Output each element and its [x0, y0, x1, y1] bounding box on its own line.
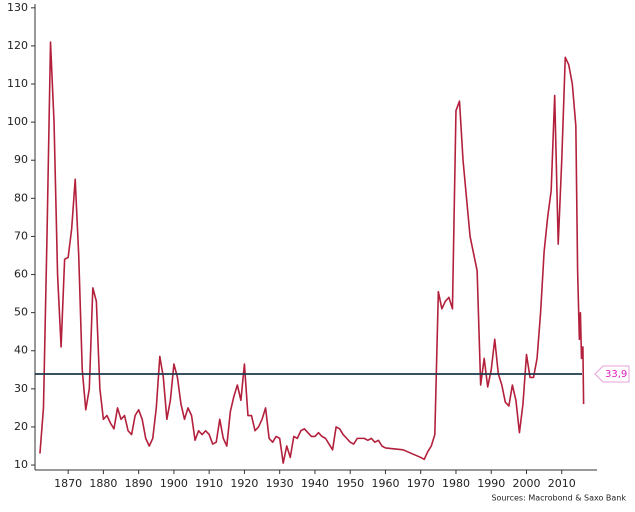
reference-label: 33,9 [605, 369, 627, 380]
x-tick-label: 1900 [160, 477, 188, 490]
y-tick-label: 30 [14, 382, 28, 395]
x-tick-label: 1870 [54, 477, 82, 490]
y-tick-label: 100 [7, 115, 28, 128]
y-tick-label: 120 [7, 39, 28, 52]
x-tick-label: 1990 [477, 477, 505, 490]
y-tick-label: 20 [14, 420, 28, 433]
y-tick-label: 10 [14, 458, 28, 471]
y-tick-label: 130 [7, 1, 28, 14]
y-tick-label: 50 [14, 306, 28, 319]
reference-label-box [594, 365, 630, 383]
x-tick-label: 1930 [266, 477, 294, 490]
x-tick-label: 1920 [230, 477, 258, 490]
y-tick-label: 40 [14, 344, 28, 357]
x-tick-label: 1950 [336, 477, 364, 490]
x-tick-label: 1940 [301, 477, 329, 490]
y-tick-label: 70 [14, 229, 28, 242]
x-tick-label: 2010 [548, 477, 576, 490]
x-tick-label: 2000 [512, 477, 540, 490]
x-tick-label: 1910 [195, 477, 223, 490]
x-tick-label: 1970 [407, 477, 435, 490]
y-tick-label: 80 [14, 191, 28, 204]
x-tick-label: 1880 [89, 477, 117, 490]
x-tick-label: 1960 [371, 477, 399, 490]
data-line [39, 41, 585, 464]
y-tick-label: 110 [7, 77, 28, 90]
x-tick-label: 1890 [125, 477, 153, 490]
source-note: Sources: Macrobond & Saxo Bank [491, 494, 626, 503]
y-tick-label: 90 [14, 153, 28, 166]
x-tick-label: 1980 [442, 477, 470, 490]
y-tick-label: 60 [14, 268, 28, 281]
